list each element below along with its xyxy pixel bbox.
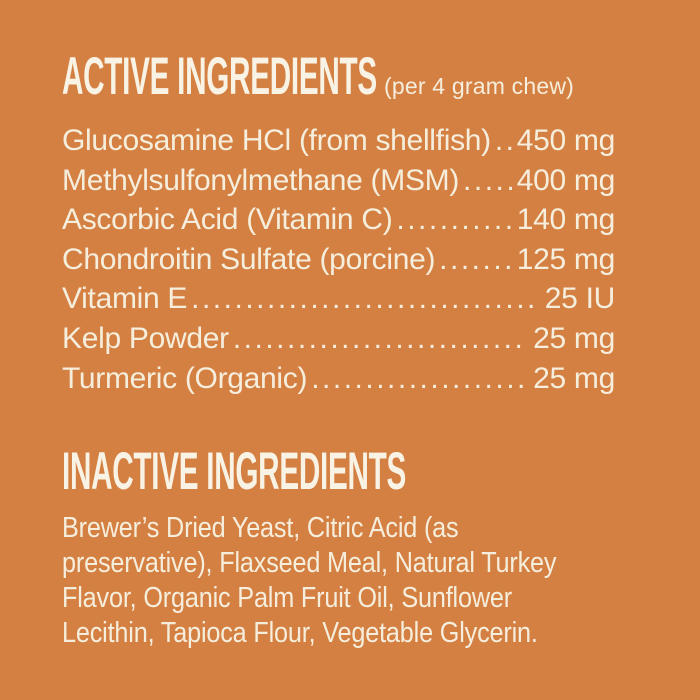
ingredient-name: Vitamin E: [62, 282, 188, 316]
inactive-ingredients-header: INACTIVE INGREDIENTS: [62, 445, 615, 498]
ingredient-row-glucosamine: Glucosamine HCl (from shellfish) 450 mg: [62, 124, 615, 164]
supplement-label: ACTIVE INGREDIENTS (per 4 gram chew) Glu…: [0, 0, 700, 651]
ingredient-name: Chondroitin Sulfate (porcine): [62, 242, 436, 276]
dotted-leader: [495, 124, 512, 158]
ingredient-row-turmeric: Turmeric (Organic) 25 mg: [62, 362, 615, 402]
ingredient-name: Turmeric (Organic): [62, 361, 308, 395]
ingredient-amount: 125 mg: [516, 242, 616, 276]
dotted-leader: [311, 362, 528, 396]
inactive-ingredients-line: Lecithin, Tapioca Flour, Vegetable Glyce…: [62, 617, 538, 650]
ingredient-name: Ascorbic Acid (Vitamin C): [62, 203, 393, 237]
ingredient-amount: 450 mg: [516, 124, 616, 157]
ingredient-amount: 25 IU: [544, 282, 616, 316]
dotted-leader: [191, 282, 540, 316]
ingredient-amount: 25 mg: [533, 321, 615, 355]
serving-size-note: (per 4 gram chew): [384, 73, 575, 99]
dotted-leader: [463, 164, 512, 198]
inactive-ingredients-title: INACTIVE INGREDIENTS: [62, 442, 406, 502]
ingredient-row-kelp-powder: Kelp Powder 25 mg: [62, 322, 615, 362]
inactive-ingredients-line: Flavor, Organic Palm Fruit Oil, Sunflowe…: [62, 582, 512, 615]
active-ingredients-header: ACTIVE INGREDIENTS (per 4 gram chew): [62, 50, 615, 103]
inactive-ingredients-line: Brewer’s Dried Yeast, Citric Acid (as: [62, 512, 459, 545]
ingredient-amount: 25 mg: [533, 361, 615, 395]
inactive-ingredients-text: Brewer’s Dried Yeast, Citric Acid (as pr…: [62, 511, 615, 651]
ingredient-row-ascorbic-acid: Ascorbic Acid (Vitamin C) 140 mg: [62, 203, 615, 243]
ingredient-amount: 400 mg: [516, 163, 616, 197]
dotted-leader: [233, 322, 528, 356]
ingredient-name: Glucosamine HCl (from shellfish): [62, 124, 491, 157]
dotted-leader: [439, 243, 512, 277]
active-ingredients-title-wrap: ACTIVE INGREDIENTS: [62, 50, 384, 103]
ingredient-row-chondroitin: Chondroitin Sulfate (porcine) 125 mg: [62, 243, 615, 283]
ingredient-row-msm: Methylsulfonylmethane (MSM) 400 mg: [62, 164, 615, 204]
inactive-ingredients-line: preservative), Flaxseed Meal, Natural Tu…: [62, 547, 557, 580]
inactive-ingredients-title-wrap: INACTIVE INGREDIENTS: [62, 445, 414, 498]
ingredient-name: Methylsulfonylmethane (MSM): [62, 163, 460, 197]
ingredient-name: Kelp Powder: [62, 321, 229, 355]
ingredient-amount: 140 mg: [516, 203, 616, 237]
ingredient-row-vitamin-e: Vitamin E 25 IU: [62, 282, 615, 322]
active-ingredients-list: Glucosamine HCl (from shellfish) 450 mg …: [62, 124, 615, 401]
active-ingredients-title: ACTIVE INGREDIENTS: [62, 47, 377, 106]
dotted-leader: [396, 203, 511, 237]
